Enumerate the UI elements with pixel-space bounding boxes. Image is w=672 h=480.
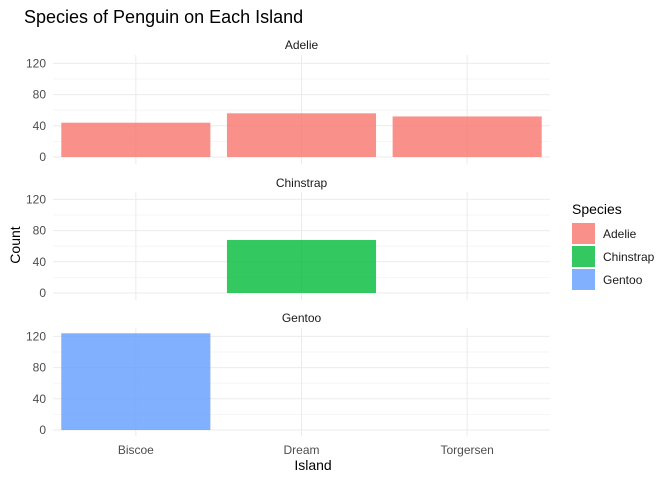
y-axis-title: Count bbox=[7, 226, 23, 263]
x-tick-label-dream: Dream bbox=[283, 443, 319, 457]
legend-label-chinstrap: Chinstrap bbox=[603, 250, 655, 264]
x-tick-label-biscoe: Biscoe bbox=[118, 443, 154, 457]
x-tick-label-torgersen: Torgersen bbox=[440, 443, 493, 457]
chart-title: Species of Penguin on Each Island bbox=[24, 7, 303, 27]
legend-key-chinstrap bbox=[572, 246, 595, 267]
facet-strip-label: Gentoo bbox=[282, 311, 322, 325]
bar-adelie-dream bbox=[226, 113, 377, 157]
y-tick-label: 40 bbox=[33, 119, 47, 133]
legend-title: Species bbox=[572, 201, 622, 217]
legend-key-gentoo bbox=[572, 269, 595, 290]
y-tick-label: 120 bbox=[26, 329, 46, 343]
facet-strip-label: Adelie bbox=[285, 38, 319, 52]
y-tick-label: 80 bbox=[33, 224, 47, 238]
legend: Species Adelie Chinstrap Gentoo bbox=[572, 201, 655, 290]
legend-label-adelie: Adelie bbox=[603, 227, 637, 241]
y-tick-label: 80 bbox=[33, 361, 47, 375]
y-tick-label: 0 bbox=[39, 150, 46, 164]
x-axis-title: Island bbox=[294, 457, 331, 473]
y-tick-label: 40 bbox=[33, 255, 47, 269]
y-tick-label: 0 bbox=[39, 423, 46, 437]
legend-key-adelie bbox=[572, 223, 595, 244]
facet-panel-gentoo: Gentoo 0 40 80 120 bbox=[26, 311, 550, 437]
facet-panel-chinstrap: Chinstrap 0 40 80 120 bbox=[26, 176, 550, 300]
bar-chinstrap-dream bbox=[226, 239, 377, 293]
y-tick-label: 120 bbox=[26, 192, 46, 206]
bar-gentoo-biscoe bbox=[61, 333, 211, 430]
y-tick-label: 0 bbox=[39, 286, 46, 300]
x-axis-tick-labels: Biscoe Dream Torgersen bbox=[118, 443, 494, 457]
y-tick-label: 40 bbox=[33, 392, 47, 406]
bar-adelie-biscoe bbox=[61, 122, 211, 157]
y-tick-label: 120 bbox=[26, 56, 46, 70]
bar-adelie-torgersen bbox=[392, 116, 542, 157]
facet-panel-adelie: Adelie 0 40 80 120 bbox=[26, 38, 550, 164]
y-tick-label: 80 bbox=[33, 88, 47, 102]
legend-label-gentoo: Gentoo bbox=[603, 273, 643, 287]
facet-panels: Adelie 0 40 80 120 Chinstrap 0 40 80 120 Gentoo 0 40… bbox=[26, 38, 550, 457]
facet-strip-label: Chinstrap bbox=[276, 176, 328, 190]
